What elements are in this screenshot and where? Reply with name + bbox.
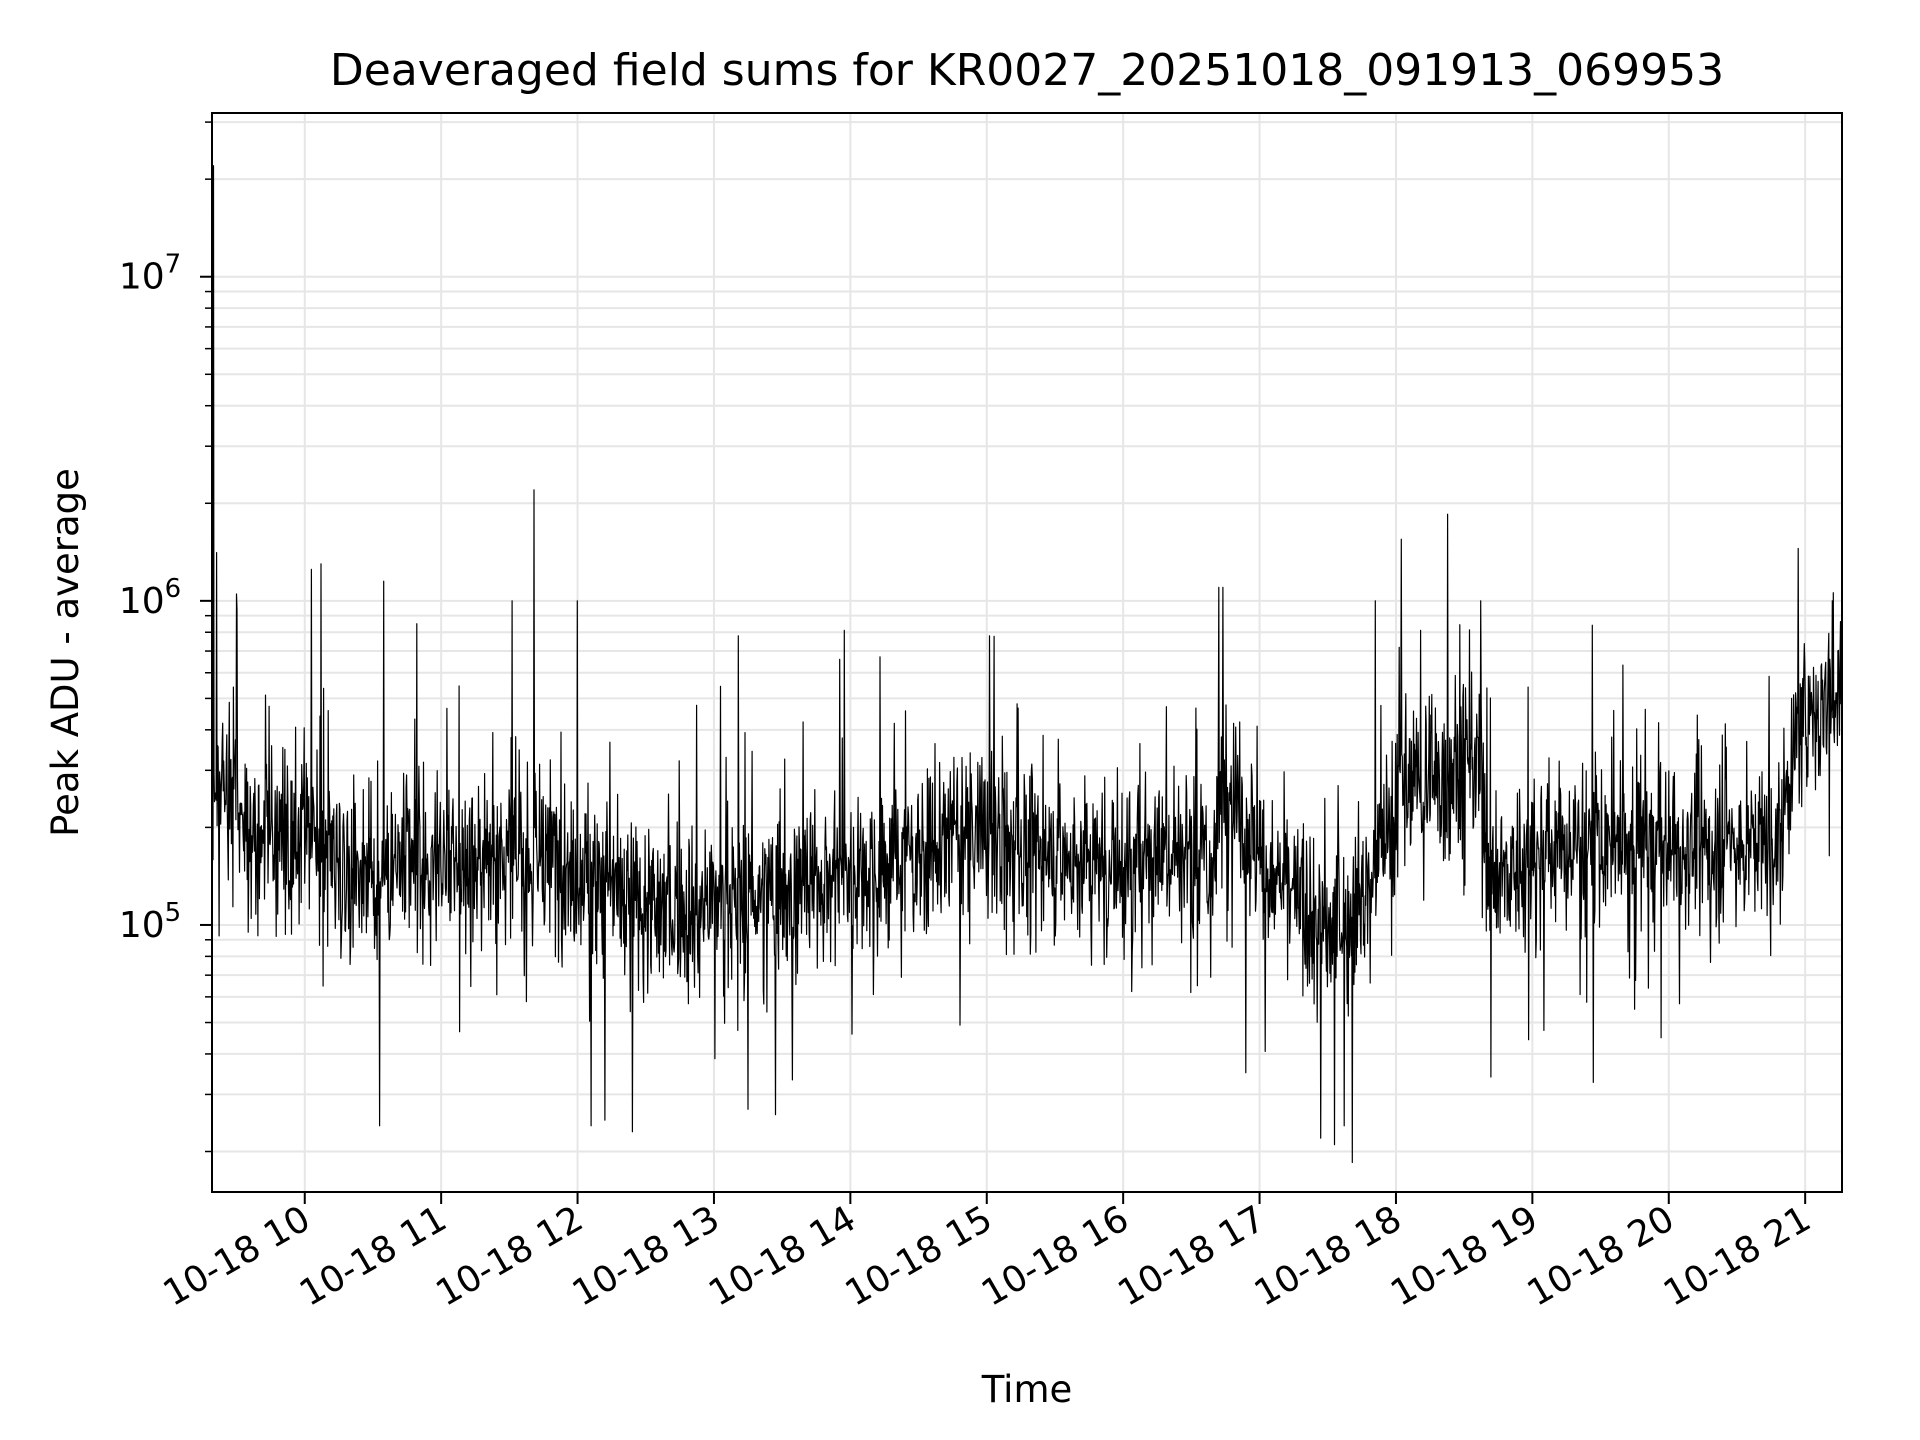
y-tick-base: 10	[119, 581, 165, 622]
chart-title: Deaveraged field sums for KR0027_2025101…	[330, 45, 1724, 96]
y-tick-label: 105	[119, 898, 181, 946]
y-axis-label: Peak ADU - average	[44, 468, 87, 837]
y-tick-exponent: 7	[165, 250, 182, 280]
y-tick-base: 10	[119, 257, 165, 298]
plot-frame	[211, 112, 1843, 1193]
grid	[212, 113, 1842, 1192]
y-tick-label: 107	[119, 250, 181, 298]
series-line	[211, 165, 1843, 1164]
x-axis-label: Time	[981, 1368, 1073, 1411]
data-series	[211, 165, 1843, 1164]
y-tick-exponent: 6	[165, 574, 182, 604]
y-tick-label: 106	[119, 574, 181, 622]
y-tick-base: 10	[119, 905, 165, 946]
y-tick-exponent: 5	[165, 898, 182, 928]
